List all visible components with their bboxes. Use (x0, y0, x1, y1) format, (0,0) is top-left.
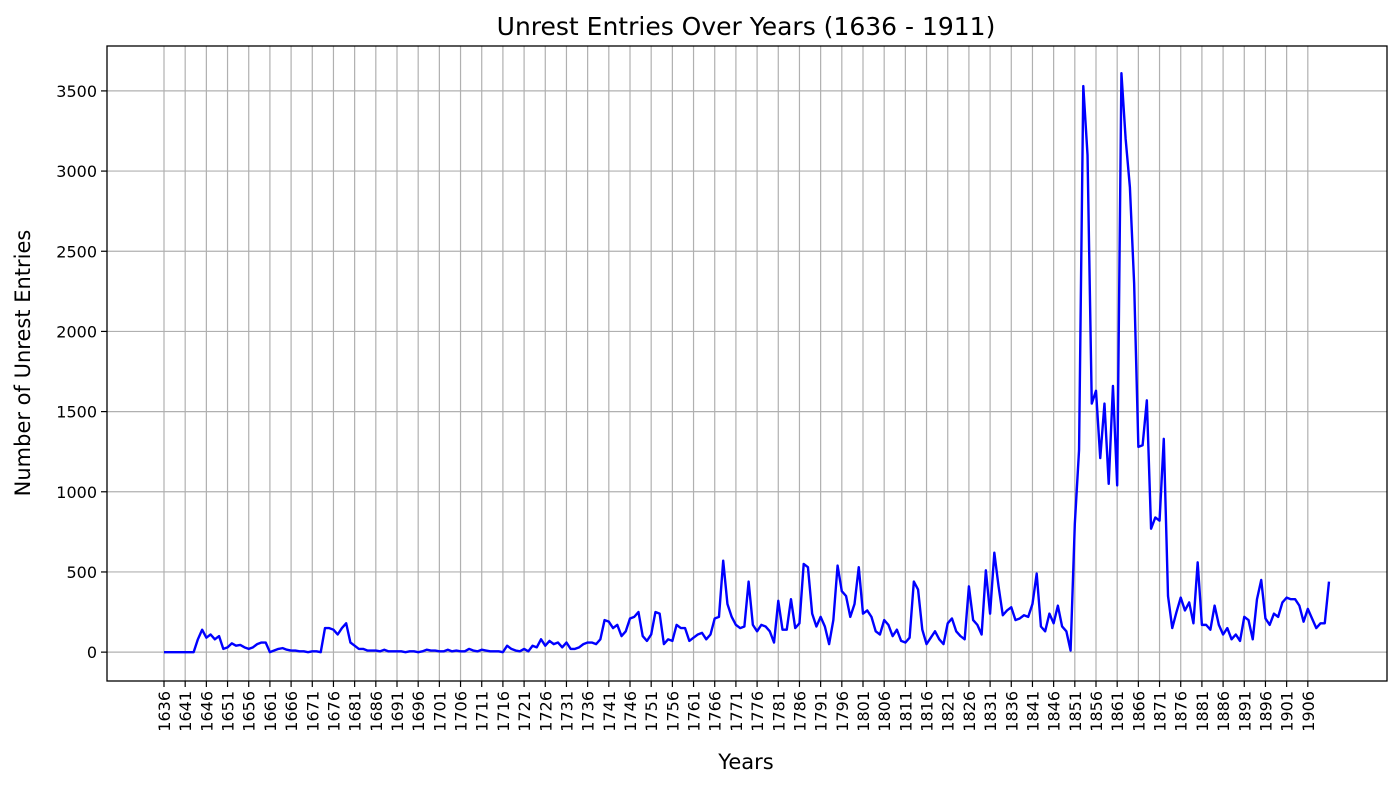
x-tick-label: 1721 (515, 691, 534, 732)
x-tick-label: 1806 (875, 691, 894, 732)
y-tick-label: 0 (87, 643, 97, 662)
x-tick-label: 1666 (282, 691, 301, 732)
x-tick-label: 1786 (790, 691, 809, 732)
x-tick-label: 1766 (706, 691, 725, 732)
y-tick-label: 3500 (56, 82, 97, 101)
y-tick-label: 500 (66, 563, 97, 582)
x-tick-label: 1841 (1023, 691, 1042, 732)
x-tick-label: 1851 (1066, 691, 1085, 732)
x-tick-label: 1791 (812, 691, 831, 732)
series-layer (164, 72, 1331, 654)
x-tick-label: 1881 (1193, 691, 1212, 732)
x-tick-label: 1886 (1214, 691, 1233, 732)
x-tick-label: 1751 (642, 691, 661, 732)
x-tick-label: 1736 (579, 691, 598, 732)
x-tick-label: 1641 (176, 691, 195, 732)
x-tick-label: 1746 (621, 691, 640, 732)
plot-frame (106, 45, 1388, 682)
x-tick-label: 1681 (346, 691, 365, 732)
x-tick-label: 1646 (197, 691, 216, 732)
x-tick-label: 1701 (430, 691, 449, 732)
x-tick-label: 1661 (261, 691, 280, 732)
x-tick-label: 1856 (1087, 691, 1106, 732)
x-tick-label: 1866 (1129, 691, 1148, 732)
x-tick-label: 1821 (939, 691, 958, 732)
x-tick-label: 1771 (727, 691, 746, 732)
x-tick-label: 1741 (600, 691, 619, 732)
x-tick-label: 1826 (960, 691, 979, 732)
y-tick-label: 1500 (56, 403, 97, 422)
x-tick-label: 1891 (1235, 691, 1254, 732)
y-tick-label: 3000 (56, 162, 97, 181)
x-tick-label: 1756 (663, 691, 682, 732)
x-tick-label: 1726 (536, 691, 555, 732)
y-axis-label: Number of Unrest Entries (11, 230, 35, 497)
x-tick-label: 1836 (1002, 691, 1021, 732)
x-tick-label: 1636 (155, 691, 174, 732)
x-tick-label: 1776 (748, 691, 767, 732)
x-tick-label: 1831 (981, 691, 1000, 732)
y-tick-label: 2500 (56, 242, 97, 261)
series-line (164, 72, 1331, 654)
x-tick-label: 1846 (1045, 691, 1064, 732)
x-axis-label: Years (717, 750, 773, 774)
x-tick-label: 1811 (896, 691, 915, 732)
x-tick-label: 1876 (1172, 691, 1191, 732)
x-tick-label: 1781 (769, 691, 788, 732)
chart-title: Unrest Entries Over Years (1636 - 1911) (497, 12, 996, 41)
x-tick-label: 1896 (1256, 691, 1275, 732)
x-tick-label: 1901 (1278, 691, 1297, 732)
y-tick-label: 2000 (56, 322, 97, 341)
x-tick-label: 1696 (409, 691, 428, 732)
x-tick-label: 1691 (388, 691, 407, 732)
x-tick-label: 1906 (1299, 691, 1318, 732)
x-tick-label: 1711 (473, 691, 492, 732)
x-tick-label: 1871 (1151, 691, 1170, 732)
x-tick-label: 1651 (219, 691, 238, 732)
y-tick-label: 1000 (56, 483, 97, 502)
y-axis: 0 500 1000 1500 2000 2500 3000 3500 (56, 82, 107, 662)
x-tick-label: 1686 (367, 691, 386, 732)
grid (107, 46, 1387, 681)
x-tick-label: 1761 (685, 691, 704, 732)
x-tick-label: 1816 (918, 691, 937, 732)
x-axis: 1636 1641 1646 1651 1656 1661 1666 1671 1676 1681… (155, 681, 1318, 732)
x-tick-label: 1801 (854, 691, 873, 732)
x-tick-label: 1671 (303, 691, 322, 732)
x-tick-label: 1716 (494, 691, 513, 732)
x-tick-label: 1676 (324, 691, 343, 732)
x-tick-label: 1796 (833, 691, 852, 732)
x-tick-label: 1656 (240, 691, 259, 732)
x-tick-label: 1731 (557, 691, 576, 732)
x-tick-label: 1706 (452, 691, 471, 732)
x-tick-label: 1861 (1108, 691, 1127, 732)
